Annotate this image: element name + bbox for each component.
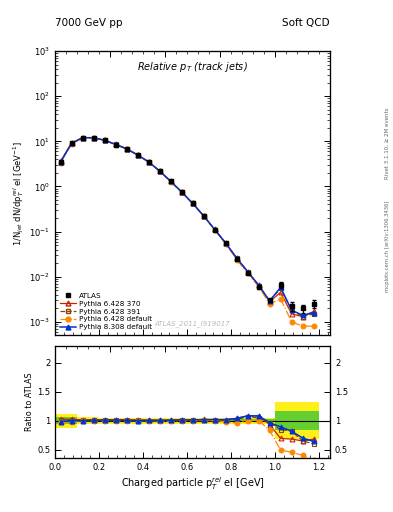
Text: Rivet 3.1.10, ≥ 2M events: Rivet 3.1.10, ≥ 2M events bbox=[385, 108, 389, 179]
Y-axis label: 1/N$_{jet}$ dN/dp$^{rel}_{T}$ el [GeV$^{-1}$]: 1/N$_{jet}$ dN/dp$^{rel}_{T}$ el [GeV$^{… bbox=[12, 141, 26, 246]
X-axis label: Charged particle p$^{rel}_{T}$ el [GeV]: Charged particle p$^{rel}_{T}$ el [GeV] bbox=[121, 475, 264, 492]
Text: Soft QCD: Soft QCD bbox=[283, 18, 330, 28]
Legend: ATLAS, Pythia 6.428 370, Pythia 6.428 391, Pythia 6.428 default, Pythia 8.308 de: ATLAS, Pythia 6.428 370, Pythia 6.428 39… bbox=[59, 291, 153, 332]
Text: ATLAS_2011_I919017: ATLAS_2011_I919017 bbox=[155, 320, 230, 327]
Text: Relative p$_T$ (track jets): Relative p$_T$ (track jets) bbox=[137, 60, 248, 74]
Text: mcplots.cern.ch [arXiv:1306.3436]: mcplots.cern.ch [arXiv:1306.3436] bbox=[385, 200, 389, 291]
Y-axis label: Ratio to ATLAS: Ratio to ATLAS bbox=[25, 373, 34, 431]
Text: 7000 GeV pp: 7000 GeV pp bbox=[55, 18, 123, 28]
